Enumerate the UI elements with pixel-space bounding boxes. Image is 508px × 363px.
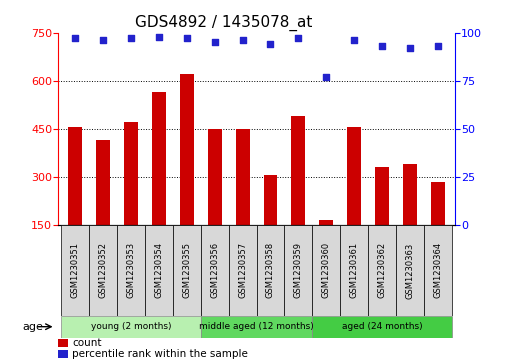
Text: GSM1230352: GSM1230352	[99, 242, 108, 298]
Text: percentile rank within the sample: percentile rank within the sample	[72, 349, 248, 359]
Bar	[229, 225, 257, 316]
Text: GSM1230363: GSM1230363	[405, 242, 415, 298]
Bar	[292, 116, 305, 225]
Point	[127, 36, 135, 41]
Bar	[236, 129, 249, 225]
Point	[322, 74, 330, 80]
Bar	[264, 175, 277, 225]
Bar	[368, 225, 396, 316]
Text: age: age	[22, 322, 43, 332]
Bar	[124, 122, 138, 225]
Point	[350, 37, 358, 43]
Bar	[340, 225, 368, 316]
Point	[378, 43, 386, 49]
Bar	[312, 225, 340, 316]
Text: GSM1230351: GSM1230351	[71, 242, 80, 298]
Text: middle aged (12 months): middle aged (12 months)	[199, 322, 314, 331]
Bar	[61, 225, 89, 316]
Text: GSM1230353: GSM1230353	[126, 242, 136, 298]
Bar	[403, 164, 417, 225]
Point	[406, 45, 414, 51]
Text: GSM1230361: GSM1230361	[350, 242, 359, 298]
Bar	[284, 225, 312, 316]
Bar	[201, 316, 312, 338]
Text: GSM1230354: GSM1230354	[154, 242, 164, 298]
Bar	[208, 129, 221, 225]
Bar	[396, 225, 424, 316]
Text: GSM1230362: GSM1230362	[377, 242, 387, 298]
Bar	[347, 127, 361, 225]
Point	[71, 36, 79, 41]
Bar	[312, 316, 452, 338]
Text: GSM1230360: GSM1230360	[322, 242, 331, 298]
Bar	[58, 339, 68, 347]
Bar	[424, 225, 452, 316]
Point	[294, 36, 302, 41]
Text: GDS4892 / 1435078_at: GDS4892 / 1435078_at	[135, 15, 312, 31]
Bar	[117, 225, 145, 316]
Point	[183, 36, 191, 41]
Point	[266, 41, 274, 47]
Text: young (2 months): young (2 months)	[91, 322, 171, 331]
Point	[99, 37, 107, 43]
Bar	[61, 316, 201, 338]
Text: GSM1230359: GSM1230359	[294, 242, 303, 298]
Bar	[173, 225, 201, 316]
Bar	[180, 74, 194, 225]
Text: GSM1230358: GSM1230358	[266, 242, 275, 298]
Bar	[89, 225, 117, 316]
Bar	[58, 350, 68, 358]
Bar	[96, 140, 110, 225]
Bar	[68, 127, 82, 225]
Point	[155, 34, 163, 40]
Bar	[257, 225, 284, 316]
Bar	[375, 167, 389, 225]
Text: aged (24 months): aged (24 months)	[342, 322, 423, 331]
Text: GSM1230357: GSM1230357	[238, 242, 247, 298]
Text: GSM1230356: GSM1230356	[210, 242, 219, 298]
Text: GSM1230364: GSM1230364	[433, 242, 442, 298]
Point	[434, 43, 442, 49]
Bar	[201, 225, 229, 316]
Point	[239, 37, 247, 43]
Point	[211, 39, 219, 45]
Bar	[145, 225, 173, 316]
Bar	[152, 92, 166, 225]
Bar	[320, 220, 333, 225]
Text: count: count	[72, 338, 102, 348]
Bar	[431, 182, 445, 225]
Text: GSM1230355: GSM1230355	[182, 242, 192, 298]
